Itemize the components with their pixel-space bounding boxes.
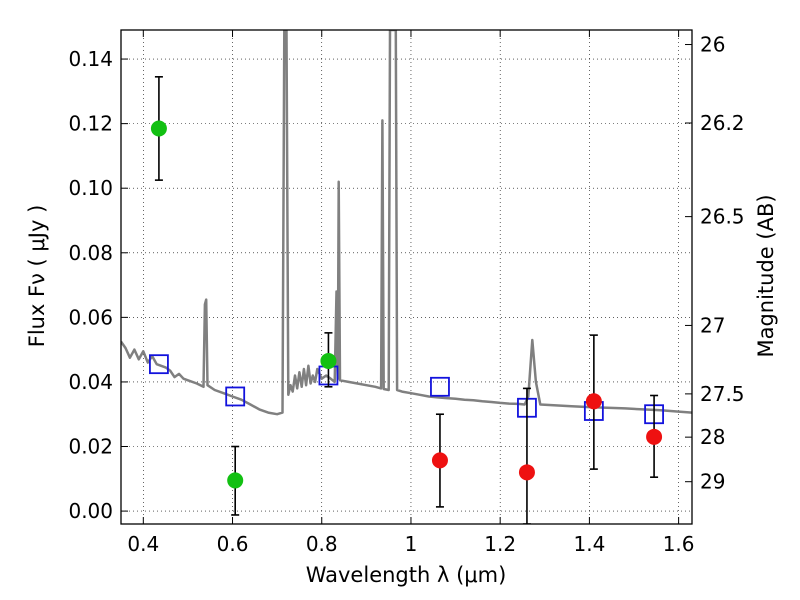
- y-tick-label: 0.02: [68, 435, 113, 459]
- plot-area: [121, 30, 692, 524]
- right-tick-label: 29: [700, 470, 725, 494]
- plot-frame: [120, 29, 693, 525]
- y-axis-label: Flux Fν ( μJy ): [25, 205, 49, 348]
- photometry-point: [585, 393, 602, 410]
- y-tick-label: 0.08: [68, 241, 113, 265]
- photometry-point: [431, 452, 448, 469]
- model-square-marker: [430, 376, 450, 397]
- y-tick-label: 0.12: [68, 112, 113, 136]
- right-tick-label: 27.5: [700, 382, 745, 406]
- y-tick-label: 0.14: [68, 47, 113, 71]
- x-tick-label: 1.4: [573, 532, 605, 556]
- y-tick-label: 0.10: [68, 176, 113, 200]
- x-tick-label: 0.4: [127, 532, 159, 556]
- x-tick-label: 1: [405, 532, 418, 556]
- photometry-point: [227, 472, 244, 489]
- x-tick-label: 1.6: [663, 532, 695, 556]
- axis-ticks: 0.4 0.6 0.8 1 1.2 1.4 1.6 0.00 0.02 0.04 0.06 0.08 0…: [68, 30, 745, 556]
- photometry-point: [320, 352, 337, 369]
- spectrum-line: [121, 30, 692, 416]
- y-tick-label: 0.06: [68, 305, 113, 329]
- model-square-marker: [149, 354, 169, 375]
- x-tick-label: 1.2: [484, 532, 516, 556]
- right-tick-label: 26.5: [700, 205, 745, 229]
- right-axis-label: Magnitude (AB): [754, 194, 778, 357]
- right-tick-label: 28: [700, 425, 725, 449]
- right-tick-label: 26: [700, 33, 725, 57]
- photometry-point: [518, 464, 535, 481]
- x-tick-label: 0.8: [306, 532, 338, 556]
- y-tick-label: 0.04: [68, 370, 113, 394]
- model-square-marker: [225, 386, 246, 407]
- photometry-point: [150, 120, 167, 137]
- right-tick-label: 27: [700, 313, 725, 337]
- right-tick-label: 26.2: [700, 111, 745, 135]
- x-axis-label: Wavelength λ (μm): [306, 563, 507, 587]
- x-tick-label: 0.6: [217, 532, 249, 556]
- photometry-point: [646, 428, 663, 445]
- y-tick-label: 0.00: [68, 499, 113, 523]
